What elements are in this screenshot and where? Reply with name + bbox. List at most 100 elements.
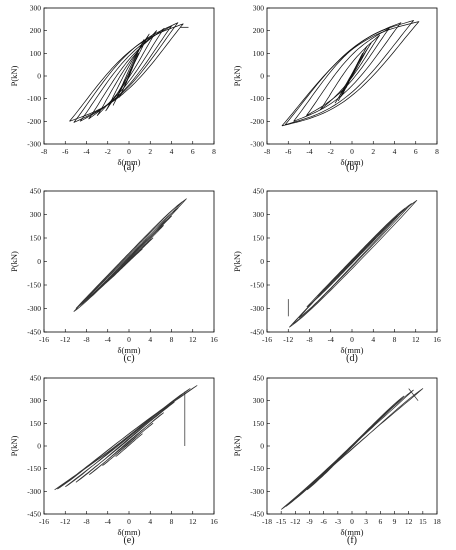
y-tick-label: -300	[250, 140, 264, 149]
hysteresis-loop-7	[289, 200, 418, 328]
hysteresis-loop-2	[119, 52, 139, 98]
hysteresis-loop-5	[319, 34, 380, 111]
x-tick-label: 2	[148, 147, 152, 156]
hysteresis-loop-5	[96, 30, 157, 116]
x-tick-label: -8	[41, 147, 47, 156]
y-tick-label: 300	[30, 4, 42, 13]
x-tick-label: 0	[350, 147, 354, 156]
y-tick-label: -300	[27, 304, 41, 313]
x-tick-label: 12	[405, 517, 413, 526]
y-tick-label: -300	[27, 140, 41, 149]
chart-panel-e: -16 -12 -8 -4 0 4 8 12 16 -450 -300 -150 0 150 300 450 δ…	[9, 374, 218, 547]
y-tick-label: -150	[27, 464, 41, 473]
x-axis-label: δ(mm)	[118, 157, 141, 167]
y-tick-label: 300	[30, 396, 42, 405]
x-tick-label: 0	[127, 147, 131, 156]
y-tick-label: 450	[253, 187, 265, 196]
panel-caption: (b)	[346, 162, 358, 173]
y-tick-label: 450	[30, 374, 42, 383]
x-tick-label: -16	[39, 517, 49, 526]
y-tick-label: -200	[250, 117, 264, 126]
y-tick-label: -450	[250, 328, 264, 337]
x-tick-label: -9	[306, 517, 312, 526]
y-tick-label: 0	[37, 257, 41, 266]
x-tick-label: 16	[210, 517, 218, 526]
y-tick-label: 150	[30, 234, 42, 243]
x-tick-label: 12	[189, 517, 197, 526]
y-tick-label: -200	[27, 117, 41, 126]
y-tick-label: -300	[27, 487, 41, 496]
y-tick-label: 450	[30, 187, 42, 196]
x-tick-label: 18	[433, 517, 441, 526]
x-tick-label: -4	[306, 147, 312, 156]
hysteresis-loop-7	[280, 388, 424, 510]
y-tick-label: 200	[253, 26, 265, 35]
y-axis-label: P(kN)	[232, 435, 242, 456]
x-tick-label: 4	[148, 335, 152, 344]
x-tick-label: -2	[328, 147, 334, 156]
x-tick-label: -18	[262, 517, 272, 526]
y-tick-label: -300	[250, 487, 264, 496]
x-tick-label: -4	[105, 517, 111, 526]
x-tick-label: -12	[290, 517, 300, 526]
y-tick-label: -450	[250, 510, 264, 519]
x-tick-label: -16	[262, 335, 272, 344]
x-tick-label: 4	[393, 147, 397, 156]
x-tick-label: 2	[371, 147, 375, 156]
hysteresis-loop-6	[285, 389, 414, 507]
x-tick-label: 3	[364, 517, 368, 526]
x-tick-label: 12	[412, 335, 420, 344]
chart-panel-f: -18 -15 -12 -9 -6 -3 0 3 6 9 12 15 18 -450 -300 -150 0 15…	[232, 374, 441, 547]
y-tick-label: 300	[30, 210, 42, 219]
x-axis-label: δ(mm)	[341, 527, 364, 537]
y-axis-label: P(kN)	[9, 435, 19, 456]
x-tick-label: -12	[283, 335, 293, 344]
y-axis-label: P(kN)	[9, 251, 19, 272]
y-tick-label: 200	[30, 26, 42, 35]
hysteresis-loop-6	[88, 28, 165, 120]
x-tick-label: 15	[419, 517, 427, 526]
hysteresis-loop-4	[105, 33, 150, 112]
hysteresis-loop-7	[293, 22, 402, 122]
x-tick-label: 8	[170, 335, 174, 344]
x-tick-label: -4	[105, 335, 111, 344]
hysteresis-loop-7	[73, 198, 187, 312]
x-tick-label: 8	[435, 147, 439, 156]
x-tick-label: 8	[170, 517, 174, 526]
y-tick-label: 300	[253, 4, 265, 13]
hysteresis-loop-4	[75, 401, 175, 483]
y-tick-label: -150	[250, 281, 264, 290]
x-tick-label: -8	[306, 335, 312, 344]
y-tick-label: 0	[260, 72, 264, 81]
x-tick-label: -4	[328, 335, 334, 344]
x-tick-label: 8	[212, 147, 216, 156]
y-tick-label: -100	[250, 94, 264, 103]
y-tick-label: -100	[27, 94, 41, 103]
chart-panel-a: -8 -6 -4 -2 0 2 4 6 8 -300 -200 -100 0 100 200 300 δ(mm)…	[9, 4, 216, 174]
y-tick-label: 150	[253, 234, 265, 243]
x-tick-label: -12	[60, 335, 70, 344]
chart-panel-d: -16 -12 -8 -4 0 4 8 12 16 -450 -300 -150 0 150 300 450 δ…	[232, 187, 441, 365]
x-tick-label: 6	[414, 147, 418, 156]
y-tick-label: -450	[27, 510, 41, 519]
x-tick-label: 4	[371, 335, 375, 344]
x-tick-label: 16	[210, 335, 218, 344]
x-tick-label: -15	[276, 517, 286, 526]
y-tick-label: 0	[260, 442, 264, 451]
y-axis-label: P(kN)	[9, 65, 19, 86]
x-tick-label: 0	[127, 517, 131, 526]
curve-tail	[408, 388, 419, 401]
y-tick-label: 150	[30, 419, 42, 428]
panel-caption: (a)	[123, 162, 134, 173]
hysteresis-loop-7	[79, 25, 172, 122]
hysteresis-loop-6	[305, 28, 390, 117]
hysteresis-loop-3	[88, 412, 164, 476]
x-axis-label: δ(mm)	[118, 527, 141, 537]
hysteresis-loop-9	[69, 23, 184, 122]
x-tick-label: 0	[127, 335, 131, 344]
x-tick-label: -8	[83, 517, 89, 526]
x-tick-label: -16	[39, 335, 49, 344]
x-tick-label: 6	[378, 517, 382, 526]
hysteresis-loop-1	[115, 433, 143, 457]
